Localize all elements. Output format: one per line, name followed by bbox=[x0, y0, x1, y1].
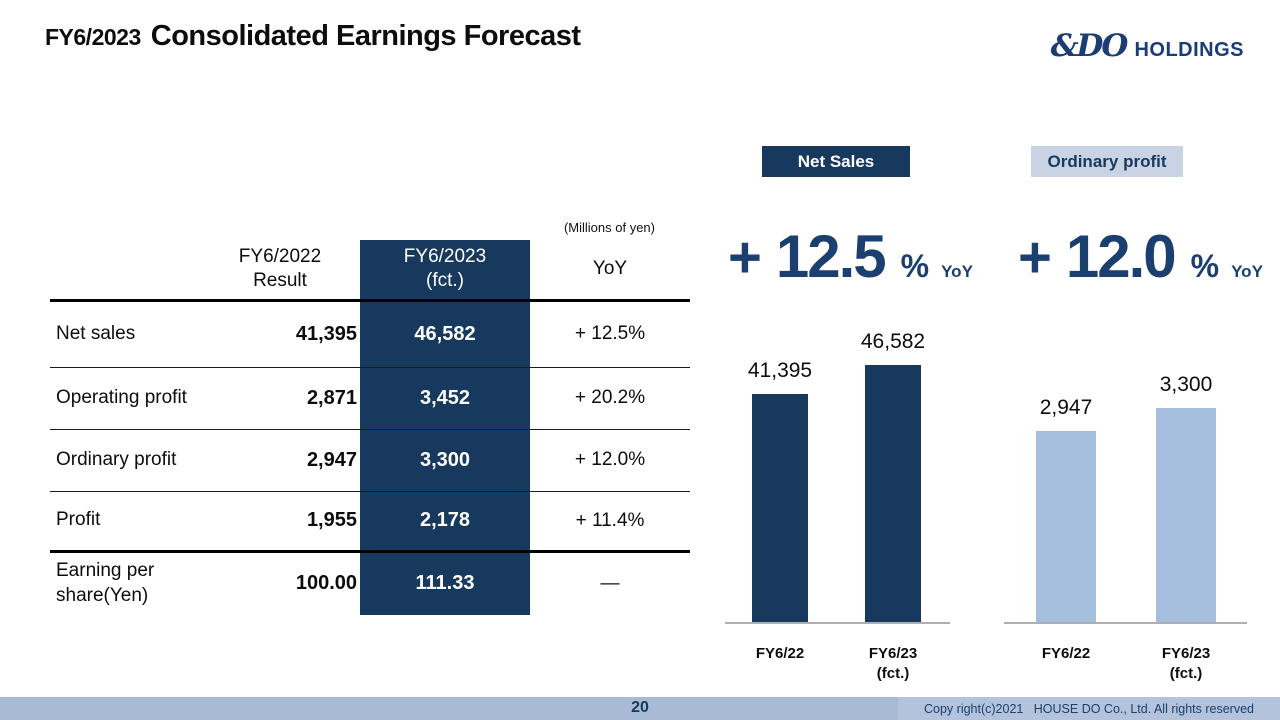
header-fy2022: FY6/2022 Result bbox=[200, 240, 360, 302]
bar-fy22 bbox=[752, 394, 808, 623]
growth-value: 12.0 bbox=[1065, 223, 1177, 290]
row-prev-value: 41,395 bbox=[200, 300, 360, 368]
copyright-text: Copy right(c)2021 HOUSE DO Co., Ltd. All… bbox=[898, 697, 1280, 720]
bar-data-label: 46,582 bbox=[860, 330, 926, 353]
company-logo: &DO HOLDINGS bbox=[1051, 28, 1244, 64]
growth-value: 12.5 bbox=[775, 223, 887, 290]
header-yoy: YoY bbox=[530, 240, 690, 302]
x-label-fy22: FY6/22 bbox=[734, 644, 826, 685]
title-main: Consolidated Earnings Forecast bbox=[150, 20, 581, 52]
net-sales-badge: Net Sales bbox=[762, 146, 910, 177]
row-yoy-value: + 11.4% bbox=[530, 491, 690, 553]
x-label-line1: FY6/22 bbox=[755, 645, 805, 662]
ordinary-profit-growth: + 12.0 % YoY bbox=[1018, 222, 1263, 291]
ordinary-profit-bar-chart: 2,947 3,300 bbox=[1005, 363, 1247, 623]
row-forecast-value: 46,582 bbox=[360, 300, 530, 368]
row-prev-value: 2,871 bbox=[200, 367, 360, 430]
x-label-line1: FY6/23 bbox=[868, 645, 918, 662]
table-row-ordinary-profit: Ordinary profit 2,947 3,300 + 12.0% bbox=[50, 429, 690, 492]
page-title: FY6/2023 Consolidated Earnings Forecast bbox=[45, 20, 581, 53]
ordinary-profit-axis-line bbox=[1004, 622, 1247, 624]
row-label: Net sales bbox=[50, 300, 200, 368]
logo-ando-icon: &DO bbox=[1050, 28, 1129, 64]
row-yoy-value: + 12.0% bbox=[530, 429, 690, 492]
ordinary-profit-x-labels: FY6/22 FY6/23 (fct.) bbox=[1005, 644, 1247, 685]
table-row-eps: Earning per share(Yen) 100.00 111.33 — bbox=[50, 551, 690, 615]
row-yoy-value: — bbox=[600, 572, 620, 594]
table-row-net-sales: Net sales 41,395 46,582 + 12.5% bbox=[50, 300, 690, 368]
row-yoy-value: + 12.5% bbox=[530, 300, 690, 368]
page-number: 20 bbox=[631, 699, 649, 716]
x-label-line2: (fct.) bbox=[1169, 665, 1203, 683]
row-yoy-value: + 20.2% bbox=[530, 367, 690, 430]
net-sales-bar-chart: 41,395 46,582 bbox=[727, 320, 949, 623]
row-forecast-value: 111.33 bbox=[360, 551, 530, 615]
earnings-table: FY6/2022 Result FY6/2023 (fct.) YoY Net … bbox=[50, 240, 690, 615]
growth-sign: + bbox=[1018, 225, 1052, 290]
header-fy2022-line2: Result bbox=[253, 270, 307, 292]
bar-group-fy22: 2,947 bbox=[1016, 396, 1116, 623]
table-header-row: FY6/2022 Result FY6/2023 (fct.) YoY bbox=[50, 240, 690, 302]
bar-group-fy22: 41,395 bbox=[734, 359, 826, 623]
bar-fy22 bbox=[1036, 431, 1096, 623]
header-fy2023: FY6/2023 (fct.) bbox=[360, 240, 530, 302]
growth-suffix: YoY bbox=[941, 262, 973, 281]
row-label: Ordinary profit bbox=[50, 429, 200, 492]
row-label: Profit bbox=[50, 491, 200, 553]
header-empty-cell bbox=[50, 240, 200, 302]
row-forecast-value: 3,300 bbox=[360, 429, 530, 492]
x-label-fy22: FY6/22 bbox=[1016, 644, 1116, 685]
bar-group-fy23: 3,300 bbox=[1136, 373, 1236, 623]
row-label: Operating profit bbox=[50, 367, 200, 430]
x-label-line1: FY6/23 bbox=[1161, 645, 1211, 662]
growth-unit: % bbox=[900, 248, 930, 284]
units-note: (Millions of yen) bbox=[563, 220, 655, 235]
table-row-profit: Profit 1,955 2,178 + 11.4% bbox=[50, 491, 690, 553]
growth-sign: + bbox=[728, 225, 762, 290]
x-label-fy23: FY6/23 (fct.) bbox=[847, 644, 939, 685]
header-fy2023-line2: (fct.) bbox=[426, 270, 464, 292]
bar-data-label: 41,395 bbox=[747, 359, 813, 382]
net-sales-x-labels: FY6/22 FY6/23 (fct.) bbox=[727, 644, 949, 685]
bar-fy23 bbox=[865, 365, 921, 623]
title-fiscal-year: FY6/2023 bbox=[45, 24, 141, 50]
logo-holdings-text: HOLDINGS bbox=[1134, 39, 1244, 61]
row-prev-value: 2,947 bbox=[200, 429, 360, 492]
net-sales-axis-line bbox=[725, 622, 950, 624]
bar-fy23 bbox=[1156, 408, 1216, 623]
growth-unit: % bbox=[1190, 248, 1220, 284]
net-sales-growth: + 12.5 % YoY bbox=[728, 222, 973, 291]
row-prev-value: 1,955 bbox=[200, 491, 360, 553]
table-row-operating-profit: Operating profit 2,871 3,452 + 20.2% bbox=[50, 367, 690, 430]
bar-data-label: 3,300 bbox=[1159, 373, 1213, 396]
bar-data-label: 2,947 bbox=[1039, 396, 1093, 419]
bar-group-fy23: 46,582 bbox=[847, 330, 939, 623]
growth-suffix: YoY bbox=[1231, 262, 1263, 281]
ordinary-profit-badge: Ordinary profit bbox=[1031, 146, 1183, 177]
row-label: Earning per share(Yen) bbox=[56, 560, 155, 606]
row-forecast-value: 2,178 bbox=[360, 491, 530, 553]
x-label-line1: FY6/22 bbox=[1041, 645, 1091, 662]
header-fy2023-line1: FY6/2023 bbox=[403, 245, 487, 267]
header-fy2022-line1: FY6/2022 bbox=[238, 245, 322, 267]
x-label-fy23: FY6/23 (fct.) bbox=[1136, 644, 1236, 685]
row-prev-value: 100.00 bbox=[295, 572, 357, 595]
row-forecast-value: 3,452 bbox=[360, 367, 530, 430]
x-label-line2: (fct.) bbox=[876, 665, 910, 683]
